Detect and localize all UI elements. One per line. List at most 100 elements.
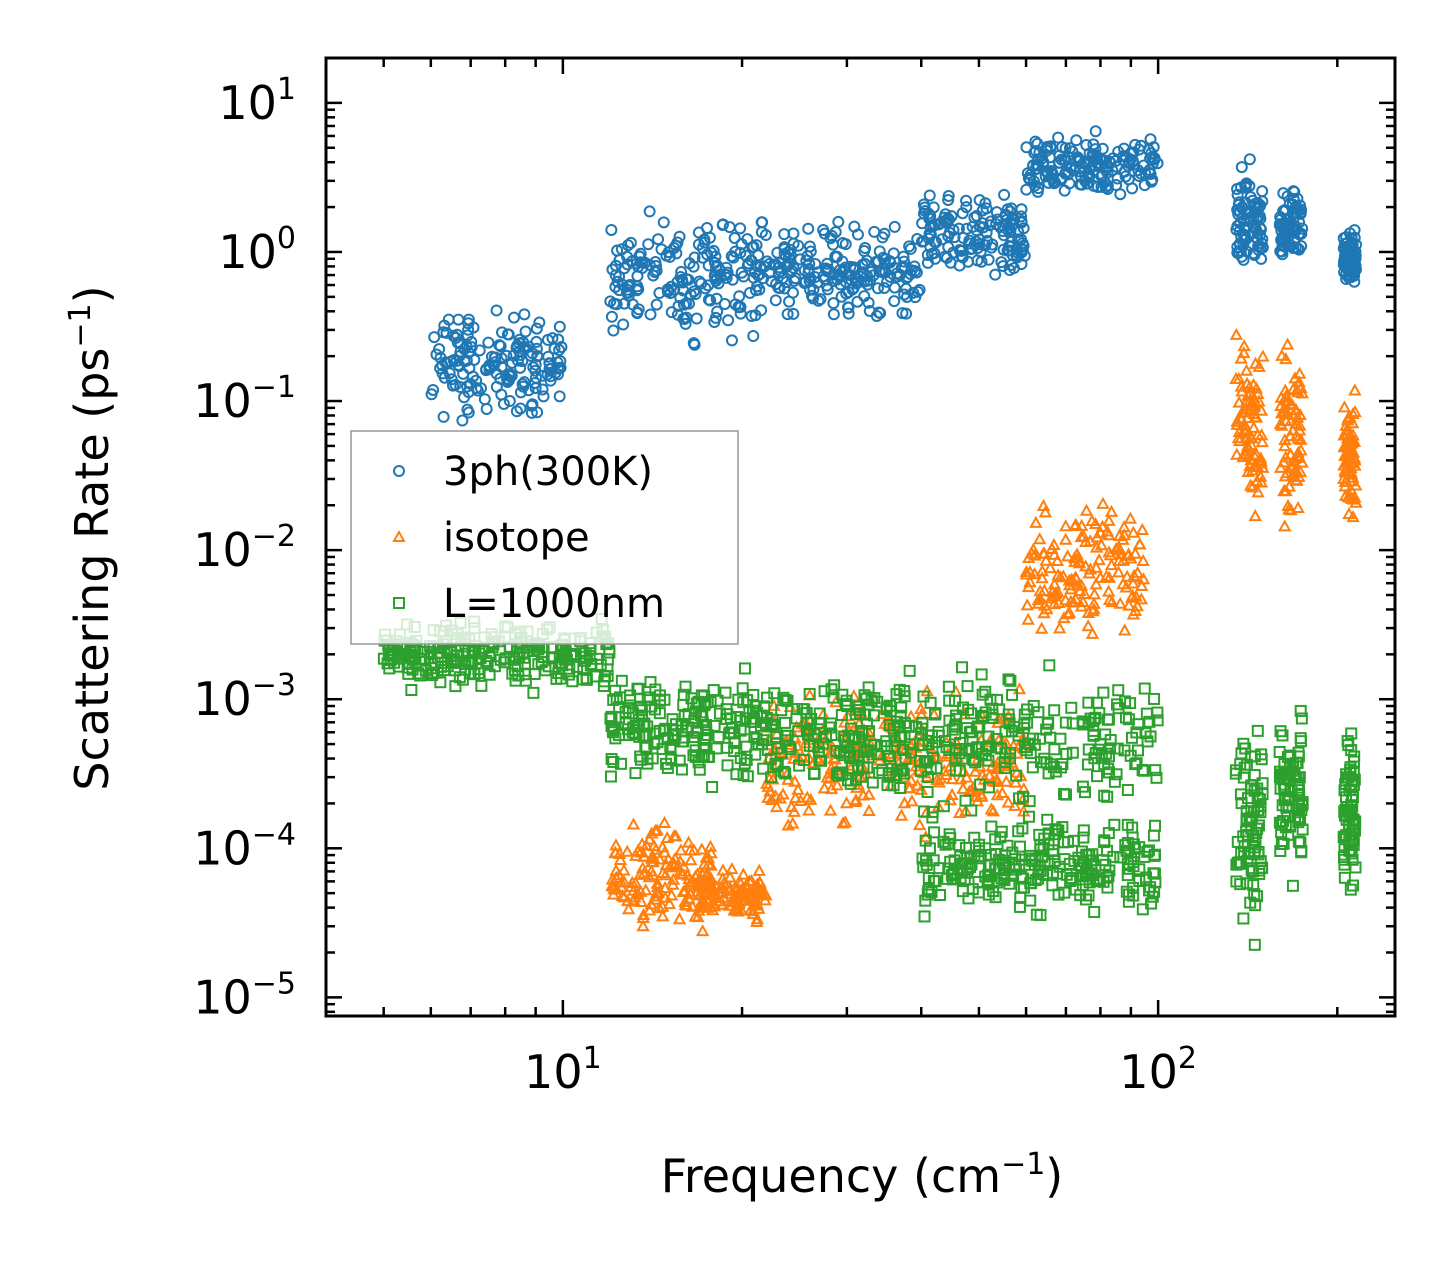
data-point: [1252, 394, 1266, 407]
data-point: [1085, 626, 1100, 639]
data-point: [1046, 844, 1059, 857]
data-point: [1091, 770, 1104, 783]
data-point: [730, 711, 743, 724]
data-point: [998, 188, 1011, 201]
data-point: [644, 826, 659, 839]
data-point: [498, 656, 511, 669]
data-point: [904, 773, 918, 786]
data-point: [758, 893, 772, 906]
data-point: [897, 743, 910, 756]
data-point: [1032, 865, 1045, 878]
data-point: [610, 693, 623, 706]
x-tick-label: 101: [524, 1041, 602, 1099]
data-point: [894, 268, 907, 281]
data-point: [948, 231, 961, 244]
data-point: [1292, 204, 1305, 217]
data-point: [1039, 553, 1053, 566]
data-point: [556, 659, 569, 672]
data-point: [607, 755, 620, 768]
data-point: [658, 868, 673, 881]
data-point: [972, 852, 985, 865]
data-point: [1112, 145, 1125, 158]
data-point: [841, 774, 854, 787]
data-point: [1035, 621, 1049, 634]
data-point: [1253, 864, 1266, 877]
data-point: [1245, 480, 1260, 493]
data-point: [995, 825, 1008, 838]
data-point: [725, 250, 738, 263]
data-point: [449, 664, 462, 677]
data-point: [1293, 216, 1306, 229]
data-point: [827, 297, 840, 310]
data-point: [678, 731, 691, 744]
data-point: [748, 731, 761, 744]
data-point: [666, 872, 681, 885]
data-point: [1074, 530, 1088, 543]
data-point: [960, 222, 973, 235]
data-point: [1111, 742, 1124, 755]
data-point: [861, 278, 874, 291]
data-point: [531, 349, 544, 362]
data-point: [1113, 596, 1127, 609]
data-point: [1242, 846, 1255, 859]
data-point: [746, 241, 759, 254]
data-point: [1127, 158, 1140, 171]
data-point: [1089, 560, 1103, 573]
data-point: [1050, 553, 1065, 567]
data-point: [1056, 172, 1069, 185]
data-point: [1099, 181, 1112, 194]
data-point: [959, 794, 972, 807]
data-point: [950, 743, 963, 756]
data-point: [1279, 352, 1293, 365]
data-point: [678, 897, 693, 910]
data-point: [1286, 468, 1301, 481]
data-point: [904, 242, 917, 255]
data-point: [1112, 528, 1127, 541]
data-point: [1294, 704, 1307, 717]
data-point: [788, 791, 803, 804]
data-point: [690, 312, 703, 325]
data-point: [1253, 793, 1266, 806]
data-point: [1342, 507, 1356, 520]
data-point: [1239, 181, 1252, 194]
data-point: [989, 833, 1002, 846]
data-point: [1047, 537, 1061, 551]
data-point: [1256, 185, 1269, 198]
data-point: [943, 793, 958, 806]
data-point: [696, 242, 709, 255]
data-point: [675, 763, 688, 776]
data-point: [618, 297, 631, 310]
data-point: [921, 785, 934, 798]
data-point: [657, 815, 672, 828]
data-point: [1243, 814, 1256, 827]
data-point: [836, 255, 849, 268]
data-point: [648, 889, 663, 902]
data-point: [915, 235, 928, 248]
data-point: [985, 820, 998, 833]
data-point: [977, 221, 990, 234]
data-point: [1021, 580, 1036, 593]
data-point: [1248, 509, 1262, 522]
data-point: [891, 270, 904, 283]
data-point: [941, 212, 954, 225]
data-point: [738, 757, 751, 770]
data-point: [656, 865, 670, 878]
data-point: [1118, 142, 1131, 155]
data-point: [773, 791, 788, 804]
data-point: [1029, 515, 1043, 528]
data-point: [1094, 538, 1109, 551]
data-point: [633, 250, 646, 263]
data-point: [749, 284, 762, 297]
data-point: [1064, 582, 1078, 595]
data-point: [649, 892, 663, 905]
data-point: [1229, 327, 1244, 340]
data-point: [1026, 854, 1039, 867]
data-point: [1249, 223, 1262, 236]
data-point: [1345, 263, 1358, 276]
data-point: [975, 668, 988, 681]
data-point: [766, 713, 779, 726]
data-point: [1232, 395, 1246, 408]
data-point: [679, 680, 692, 693]
data-point: [868, 225, 881, 238]
